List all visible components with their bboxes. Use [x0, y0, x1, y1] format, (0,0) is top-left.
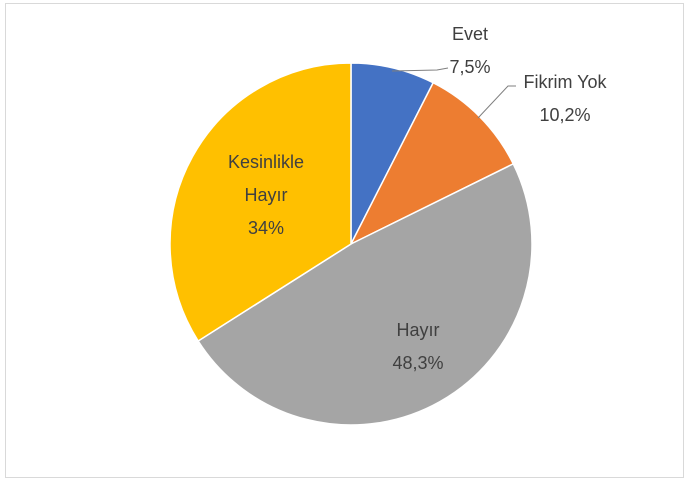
data-label: Hayır 48,3%	[373, 314, 463, 380]
data-label-text: Evet 7,5%	[430, 18, 510, 84]
category-label: Fikrim Yok	[523, 72, 607, 92]
category-label: Kesinlikle Hayır	[227, 152, 305, 205]
pie-slice	[197, 162, 533, 426]
data-label: Evet 7,5%	[430, 18, 510, 84]
data-label-text: Fikrim Yok 10,2%	[505, 66, 625, 132]
data-label: Kesinlikle Hayır 34%	[216, 146, 316, 245]
pie-slice	[169, 62, 352, 343]
data-label-text: Kesinlikle Hayır 34%	[216, 146, 316, 245]
data-label: Fikrim Yok 10,2%	[505, 66, 625, 132]
leader-line	[391, 67, 449, 72]
leader-line	[477, 85, 516, 119]
category-label: Hayır	[396, 320, 440, 340]
value-label: 7,5%	[449, 57, 491, 77]
value-label: 48,3%	[392, 353, 444, 373]
value-label: 34%	[247, 218, 285, 238]
category-label: Evet	[451, 24, 489, 44]
value-label: 10,2%	[539, 105, 591, 125]
data-label-text: Hayır 48,3%	[373, 314, 463, 380]
